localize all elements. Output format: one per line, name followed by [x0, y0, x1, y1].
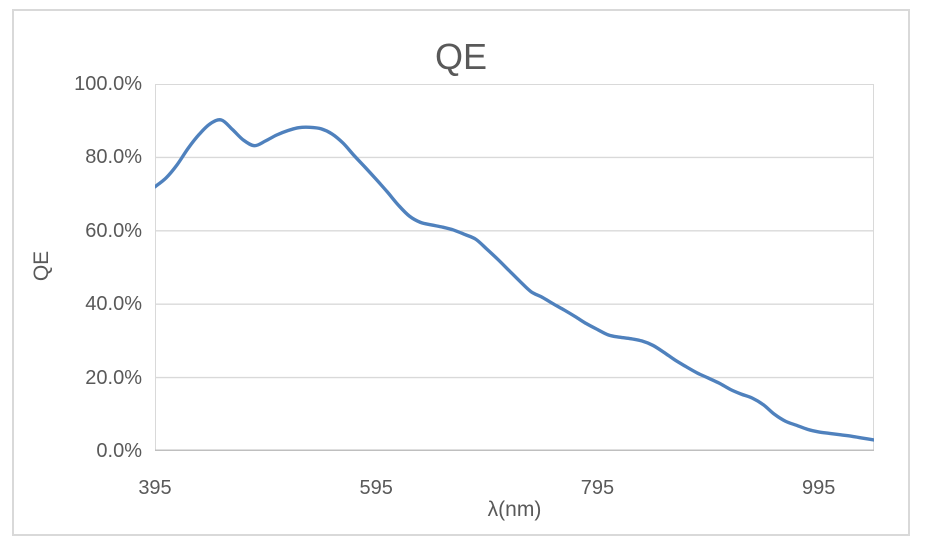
x-tick-label: 995: [802, 477, 836, 499]
y-tick-label: 60.0%: [85, 219, 142, 242]
x-axis-title: λ(nm): [487, 498, 542, 521]
x-tick-label: 595: [359, 477, 393, 499]
y-tick-label: 80.0%: [85, 146, 142, 169]
plot-area: [155, 84, 874, 451]
y-tick-label: 100.0%: [74, 73, 142, 95]
plot-svg: [155, 84, 874, 451]
series-line-qe: [155, 118, 874, 442]
x-tick-label: 395: [138, 477, 172, 499]
y-axis-title: QE: [30, 250, 53, 282]
plot-border: [155, 84, 874, 451]
chart-frame: QE QE 100.0% 80.0% 60.0% 40.0% 20.0% 0.0% 395…: [12, 9, 910, 536]
y-tick-label: 0.0%: [96, 440, 142, 462]
gridlines: [155, 84, 874, 451]
x-tick-label: 795: [580, 477, 615, 499]
chart-title: QE: [434, 36, 487, 77]
y-tick-label: 20.0%: [85, 366, 142, 389]
y-tick-label: 40.0%: [85, 293, 142, 316]
